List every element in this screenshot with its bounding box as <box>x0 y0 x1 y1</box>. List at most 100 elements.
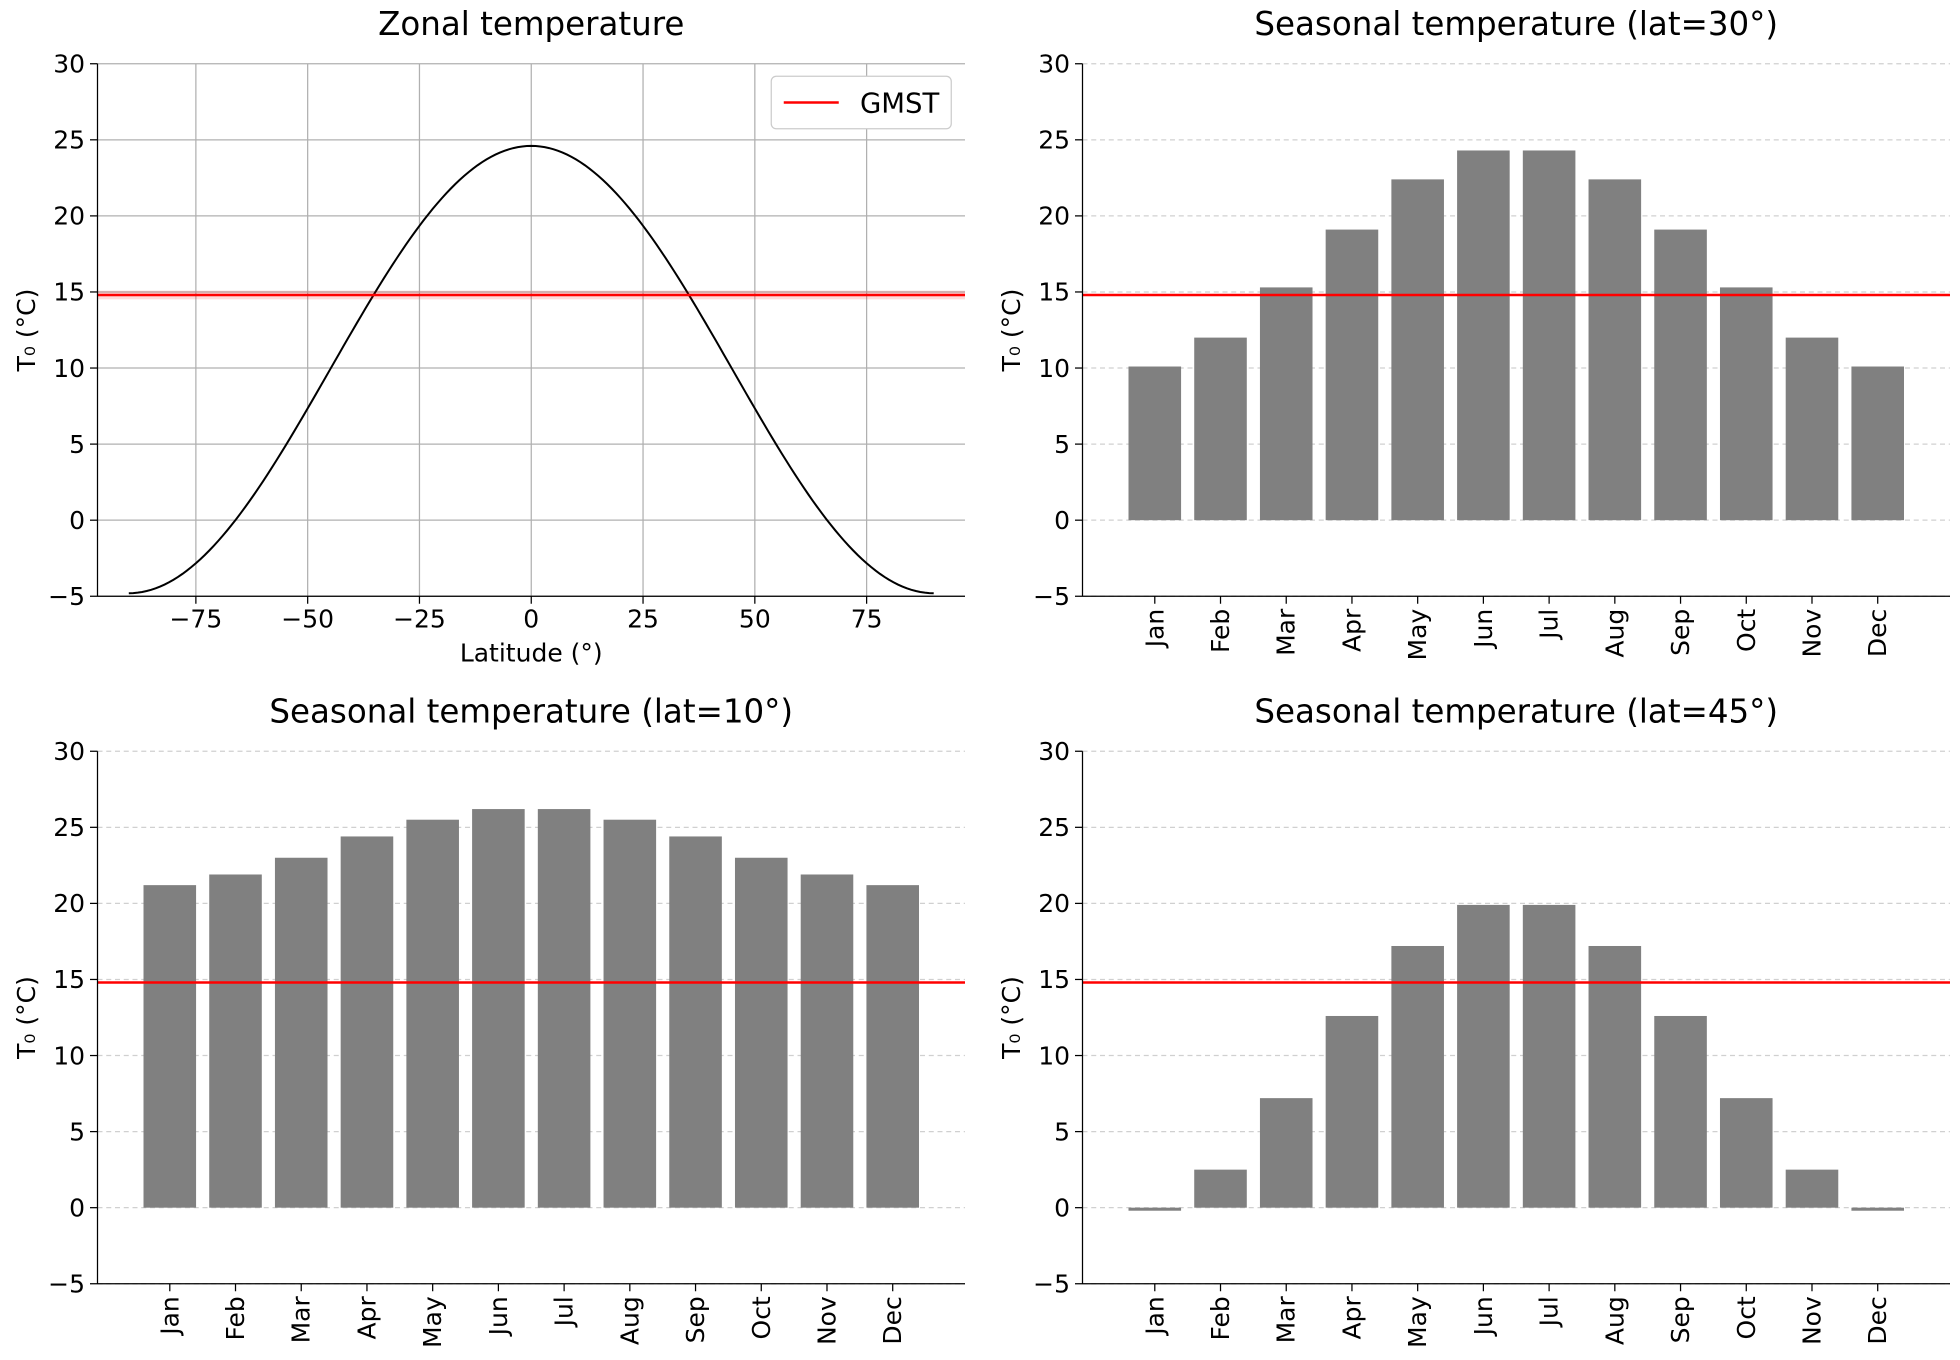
legend: GMST <box>770 75 952 130</box>
panel-lat10: −5 0 5 10 15 20 25 30 Jan Feb Mar Apr May Jun Jul Aug Se… <box>12 693 965 1348</box>
bar-jun <box>472 809 525 1208</box>
chart-title: Seasonal temperature (lat=10°) <box>269 693 793 731</box>
bar-oct <box>734 857 788 1208</box>
bar-oct <box>1719 1098 1773 1208</box>
x-tick-label: 0 <box>523 605 539 634</box>
y-tick-label: 25 <box>1038 126 1070 155</box>
y-tick-label: 5 <box>1054 1117 1070 1146</box>
bar-may <box>406 819 459 1208</box>
x-tick-label-aug: Aug <box>615 1296 644 1345</box>
x-tick-label-mar: Mar <box>1272 1296 1301 1344</box>
x-tick-label: −25 <box>393 605 446 634</box>
y-tick-label: 30 <box>53 50 85 79</box>
bar-oct <box>1719 287 1773 521</box>
legend-label: GMST <box>860 88 939 120</box>
y-tick-label: 30 <box>1038 50 1070 79</box>
y-tick-label: 20 <box>53 889 85 918</box>
y-tick-label: 15 <box>53 965 85 994</box>
panel-lat45: −5 0 5 10 15 20 25 30 Jan Feb Mar Apr May Jun Jul Aug Se… <box>997 693 1950 1348</box>
bar-jul <box>1522 904 1576 1208</box>
y-tick-label: 20 <box>1038 202 1070 231</box>
bar-mar <box>1259 1098 1313 1208</box>
x-tick-label-jul: Jul <box>1535 1296 1564 1328</box>
y-tick-label: 20 <box>53 202 85 231</box>
x-tick-label-mar: Mar <box>1272 608 1301 656</box>
x-tick-label-jan: Jan <box>155 1296 184 1337</box>
x-tick-label-jan: Jan <box>1140 609 1169 650</box>
x-tick-label-oct: Oct <box>1732 609 1761 652</box>
bar-mar <box>1259 287 1313 521</box>
bar-aug <box>603 819 657 1208</box>
x-tick-label-sep: Sep <box>1666 609 1695 656</box>
bar-jun <box>1457 150 1510 521</box>
x-tick-label-jul: Jul <box>1535 609 1564 641</box>
y-axis-label: T₀ (°C) <box>997 976 1026 1060</box>
x-tick-label-mar: Mar <box>287 1296 316 1344</box>
bar-dec <box>866 885 919 1208</box>
x-tick-label: 75 <box>851 605 883 634</box>
x-tick-label-oct: Oct <box>747 1296 776 1339</box>
y-tick-label: 15 <box>53 278 85 307</box>
y-tick-label: −5 <box>1033 1270 1070 1299</box>
bar-apr <box>1325 1015 1379 1208</box>
x-tick-label-sep: Sep <box>681 1296 710 1343</box>
bar-feb <box>209 874 262 1208</box>
bar-nov <box>800 874 854 1208</box>
bar-feb <box>1194 337 1247 521</box>
bar-apr <box>1325 229 1379 521</box>
chart-title: Seasonal temperature (lat=45°) <box>1254 693 1778 731</box>
y-tick-label: −5 <box>1033 582 1070 611</box>
y-tick-label: 5 <box>69 430 85 459</box>
bar-mar <box>274 857 328 1208</box>
bar-nov <box>1785 1169 1839 1208</box>
y-axis-label: T₀ (°C) <box>997 289 1026 373</box>
bars <box>1128 904 1904 1211</box>
x-tick-label-aug: Aug <box>1600 609 1629 658</box>
chart-title: Zonal temperature <box>378 5 684 43</box>
y-tick-label: 0 <box>1054 1193 1070 1222</box>
x-tick-label: −50 <box>281 605 334 634</box>
y-tick-label: 10 <box>53 1041 85 1070</box>
bar-jan <box>143 885 197 1208</box>
bar-aug <box>1588 945 1642 1208</box>
x-tick-label-may: May <box>418 1296 447 1348</box>
bar-sep <box>1654 229 1707 521</box>
bar-feb <box>1194 1169 1247 1208</box>
y-tick-label: 10 <box>53 354 85 383</box>
bar-aug <box>1588 179 1642 521</box>
bar-sep <box>669 836 722 1208</box>
bar-jul <box>537 809 591 1208</box>
y-tick-label: 15 <box>1038 965 1070 994</box>
x-tick-label: 50 <box>739 605 771 634</box>
bar-sep <box>1654 1015 1707 1208</box>
x-tick-label-feb: Feb <box>1206 1296 1235 1340</box>
bars <box>143 809 919 1208</box>
y-tick-label: 25 <box>1038 813 1070 842</box>
x-tick-label-jun: Jun <box>484 1296 513 1337</box>
chart-title: Seasonal temperature (lat=30°) <box>1254 5 1778 43</box>
y-tick-label: 20 <box>1038 889 1070 918</box>
y-tick-label: 10 <box>1038 354 1070 383</box>
y-tick-label: 10 <box>1038 1041 1070 1070</box>
y-axis-label: T₀ (°C) <box>12 289 41 373</box>
x-tick-label-feb: Feb <box>221 1296 250 1340</box>
bar-may <box>1391 945 1444 1208</box>
x-tick-label-feb: Feb <box>1206 609 1235 653</box>
bar-dec <box>1851 1207 1904 1211</box>
x-tick-label-nov: Nov <box>812 1296 841 1345</box>
y-tick-label: −5 <box>48 582 85 611</box>
legend-frame <box>770 75 952 130</box>
x-tick-label-jun: Jun <box>1469 1296 1498 1337</box>
x-tick-label-dec: Dec <box>1863 609 1892 657</box>
y-tick-label: 15 <box>1038 278 1070 307</box>
x-axis-label: Latitude (°) <box>460 638 603 667</box>
zonal-temperature-line <box>128 144 934 595</box>
x-tick-label-apr: Apr <box>1337 608 1366 652</box>
y-axis-label: T₀ (°C) <box>12 976 41 1060</box>
x-tick-label-dec: Dec <box>878 1296 907 1344</box>
bar-may <box>1391 179 1444 521</box>
y-tick-label: 5 <box>69 1117 85 1146</box>
